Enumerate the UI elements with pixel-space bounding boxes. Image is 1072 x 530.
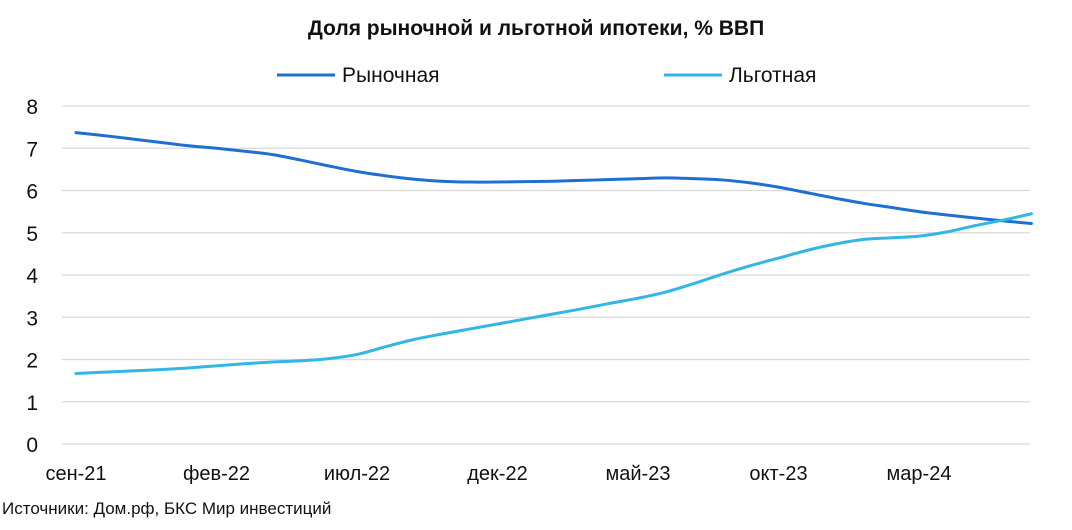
x-axis-ticks: сен-21 фев-22 июл-22 дек-22 май-23 окт-23 мар-… [45, 463, 951, 485]
y-tick-label: 7 [26, 138, 38, 161]
y-tick-label: 0 [26, 434, 38, 457]
series-lines [74, 131, 1033, 375]
gridlines [62, 105, 1030, 445]
y-tick-label: 1 [26, 392, 38, 415]
x-tick-label: сен-21 [45, 463, 106, 485]
x-tick-label: май-23 [606, 463, 671, 485]
y-tick-label: 8 [26, 96, 38, 119]
chart: Доля рыночной и льготной ипотеки, % ВВП … [26, 17, 1033, 485]
legend-item-market: Рыночная [277, 64, 440, 87]
legend-label-subsidized: Льготная [729, 64, 816, 87]
y-tick-label: 2 [26, 350, 38, 373]
x-tick-label: окт-23 [749, 463, 807, 485]
series-line-subsidized [74, 212, 1033, 375]
y-tick-label: 4 [26, 265, 38, 288]
legend-label-market: Рыночная [342, 64, 440, 87]
y-axis-ticks: 0 1 2 3 4 5 6 7 8 [26, 96, 38, 457]
x-tick-label: фев-22 [183, 463, 250, 485]
legend-item-subsidized: Льготная [664, 64, 816, 87]
y-tick-label: 6 [26, 181, 38, 204]
chart-title: Доля рыночной и льготной ипотеки, % ВВП [308, 17, 764, 40]
y-tick-label: 3 [26, 307, 38, 330]
x-tick-label: мар-24 [887, 463, 952, 485]
source-note: Источники: Дом.рф, БКС Мир инвестиций [2, 499, 332, 518]
series-line-market [74, 131, 1033, 225]
x-tick-label: дек-22 [467, 463, 527, 485]
legend: Рыночная Льготная [277, 64, 816, 87]
y-tick-label: 5 [26, 223, 38, 246]
x-tick-label: июл-22 [324, 463, 390, 485]
